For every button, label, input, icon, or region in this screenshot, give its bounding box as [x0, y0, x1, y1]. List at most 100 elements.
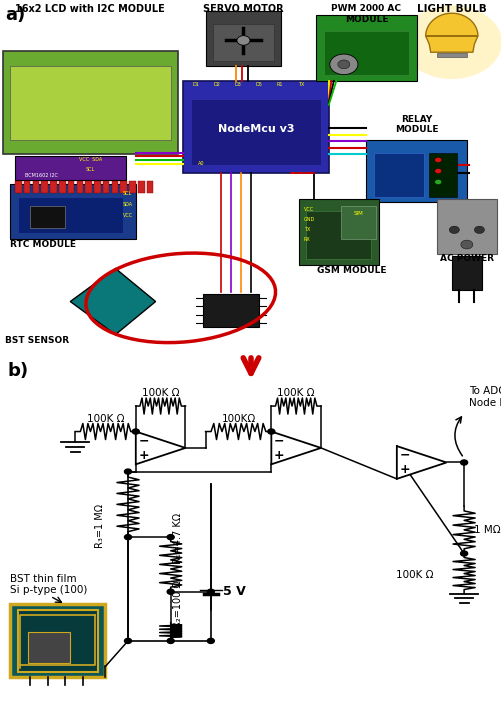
Text: R₁=4.7 KΩ: R₁=4.7 KΩ — [173, 513, 183, 565]
Circle shape — [460, 240, 472, 249]
Bar — [436, 198, 496, 254]
Text: 100K Ω: 100K Ω — [396, 570, 433, 580]
Circle shape — [124, 469, 131, 474]
Bar — [24, 181, 31, 193]
Text: 100K Ω: 100K Ω — [87, 414, 124, 423]
Bar — [59, 181, 66, 193]
Bar — [120, 181, 127, 193]
Text: To ADC port of
Node Mcu V3: To ADC port of Node Mcu V3 — [468, 386, 501, 408]
Text: GND: GND — [303, 217, 314, 222]
Bar — [10, 66, 170, 140]
Bar — [85, 181, 92, 193]
Text: GSM MODULE: GSM MODULE — [316, 266, 385, 275]
Text: D3: D3 — [234, 82, 241, 87]
Polygon shape — [136, 432, 185, 464]
Circle shape — [167, 638, 174, 643]
Bar — [30, 206, 65, 228]
Text: TX: TX — [303, 227, 310, 232]
Polygon shape — [271, 432, 321, 464]
Bar — [306, 211, 371, 260]
Circle shape — [401, 6, 501, 79]
Text: A0: A0 — [197, 161, 203, 166]
Text: NodeMcu v3: NodeMcu v3 — [217, 124, 294, 133]
Text: D5: D5 — [255, 82, 262, 87]
Text: R₂=100 Ω: R₂=100 Ω — [173, 580, 183, 628]
Bar — [68, 181, 74, 193]
Bar — [50, 181, 57, 193]
Text: −: − — [398, 448, 409, 461]
Text: VCC: VCC — [123, 213, 133, 218]
Bar — [190, 99, 321, 165]
Bar — [28, 632, 70, 663]
Text: R1: R1 — [277, 82, 283, 87]
Text: SIM: SIM — [353, 211, 363, 216]
Text: SDA: SDA — [123, 202, 133, 207]
Polygon shape — [396, 446, 446, 479]
Circle shape — [167, 534, 174, 540]
Text: 1 MΩ: 1 MΩ — [473, 525, 500, 535]
Bar — [451, 255, 481, 291]
Circle shape — [434, 169, 441, 174]
Text: VCC: VCC — [303, 207, 313, 212]
Circle shape — [132, 429, 139, 434]
Circle shape — [268, 429, 275, 434]
Text: a): a) — [5, 6, 25, 24]
Text: VCC  SDA: VCC SDA — [79, 157, 102, 162]
Circle shape — [207, 638, 214, 643]
Circle shape — [434, 180, 441, 185]
Bar — [138, 181, 144, 193]
Text: D2: D2 — [213, 82, 220, 87]
Circle shape — [337, 60, 349, 68]
Bar — [316, 14, 416, 81]
Text: 100K Ω: 100K Ω — [277, 388, 314, 398]
Text: +: + — [398, 463, 409, 476]
Bar — [41, 181, 48, 193]
Bar — [298, 198, 378, 265]
Text: BST SENSOR: BST SENSOR — [5, 337, 69, 345]
Text: LIGHT BULB: LIGHT BULB — [416, 4, 485, 14]
Bar — [10, 184, 135, 239]
Text: R₃=1 MΩ: R₃=1 MΩ — [95, 505, 105, 549]
Text: RX: RX — [303, 237, 310, 242]
Text: −: − — [273, 434, 284, 447]
Text: SCL: SCL — [123, 190, 132, 195]
Circle shape — [236, 35, 249, 45]
Bar — [205, 11, 281, 66]
Text: D1: D1 — [192, 82, 199, 87]
Text: b): b) — [8, 363, 29, 381]
Bar — [15, 181, 22, 193]
Text: 100K Ω: 100K Ω — [142, 388, 179, 398]
Text: TX: TX — [298, 82, 304, 87]
Circle shape — [207, 589, 214, 594]
Bar — [436, 53, 466, 57]
Bar — [213, 24, 273, 61]
Text: AC POWER: AC POWER — [439, 255, 493, 263]
Bar — [183, 81, 328, 173]
Bar — [15, 156, 125, 180]
Bar — [323, 31, 408, 76]
Bar — [77, 181, 83, 193]
Text: 100KΩ: 100KΩ — [221, 414, 255, 423]
Circle shape — [460, 551, 467, 556]
Circle shape — [448, 226, 458, 234]
Circle shape — [124, 638, 131, 643]
Bar — [203, 294, 258, 327]
Text: −: − — [138, 434, 148, 447]
Bar — [129, 181, 135, 193]
Text: 16x2 LCD with I2C MODULE: 16x2 LCD with I2C MODULE — [16, 4, 165, 14]
Bar — [341, 206, 376, 239]
Bar — [18, 197, 123, 234]
Bar — [428, 153, 456, 197]
Circle shape — [329, 54, 357, 75]
Text: PWM 2000 AC
MODULE: PWM 2000 AC MODULE — [331, 4, 401, 24]
Bar — [111, 181, 118, 193]
Circle shape — [434, 157, 441, 162]
Text: +: + — [273, 448, 284, 461]
Text: 5 V: 5 V — [223, 585, 245, 598]
Polygon shape — [425, 13, 477, 52]
Bar — [147, 181, 153, 193]
Bar — [103, 181, 109, 193]
Bar — [3, 51, 178, 154]
Text: RTC MODULE: RTC MODULE — [10, 240, 76, 249]
Circle shape — [460, 460, 467, 465]
